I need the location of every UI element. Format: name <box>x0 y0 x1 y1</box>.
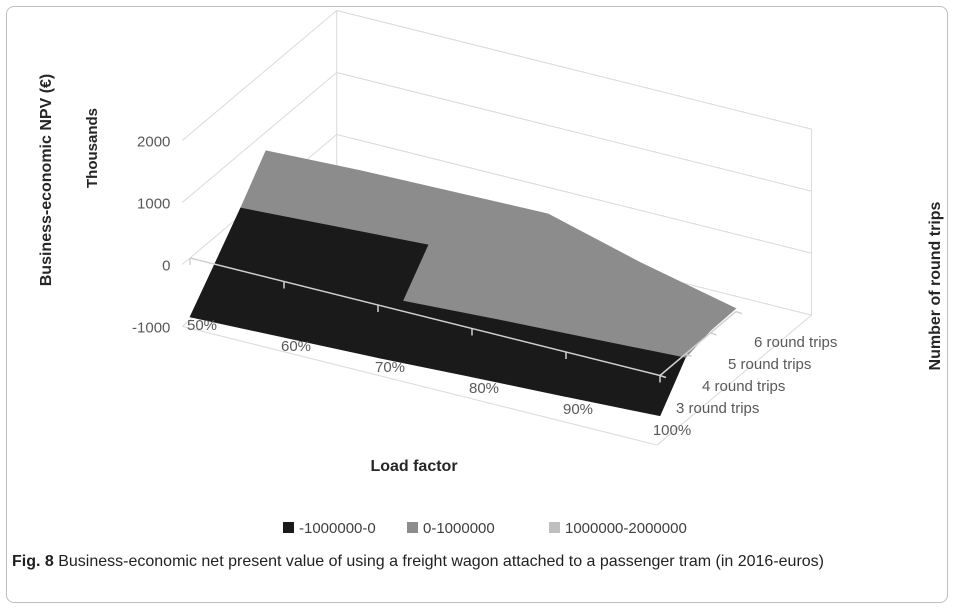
floor-right-edge <box>656 314 812 446</box>
chart-surface <box>189 150 737 417</box>
y-tick-label-2: 1000 <box>137 195 170 212</box>
z-tick-0 <box>659 374 667 379</box>
y-axis-title: Business-economic NPV (€) <box>38 74 55 287</box>
x-axis-title: Load factor <box>370 458 457 475</box>
x-axis-line <box>189 257 661 377</box>
x-tick-label-3: 80% <box>469 380 499 397</box>
floor-front-edge <box>182 325 658 446</box>
z-axis-line <box>659 311 737 377</box>
chart-legend: -1000000-0 0-1000000 1000000-2000000 <box>283 520 687 537</box>
x-tick-label-0: 50% <box>187 317 217 334</box>
x-tick-label-5: 100% <box>653 422 691 439</box>
chart-3d-surface: -1000 0 1000 2000 50% 60% 70% 80% 90% 100% 3 round… <box>38 9 944 537</box>
x-tick-label-1: 60% <box>281 338 311 355</box>
legend-swatch-0 <box>283 522 294 533</box>
legend-swatch-2 <box>549 522 560 533</box>
figure-number: Fig. 8 <box>12 553 54 570</box>
x-tick-label-2: 70% <box>375 359 405 376</box>
z-tick-1 <box>685 353 692 357</box>
z-tick-label-1: 4 round trips <box>702 378 785 395</box>
z-tick-3 <box>735 310 743 315</box>
chart-axes <box>189 257 743 383</box>
y-tick-label-1: 0 <box>162 257 170 274</box>
x-tick-label-4: 90% <box>563 401 593 418</box>
gridline-3 <box>182 9 812 141</box>
legend-label-1: 0-1000000 <box>423 520 495 537</box>
y-tick-label-3: 2000 <box>137 133 170 150</box>
z-axis-title: Number of round trips <box>927 201 944 370</box>
z-tick-label-0: 3 round trips <box>676 400 759 417</box>
legend-label-2: 1000000-2000000 <box>565 520 687 537</box>
chart-labels: -1000 0 1000 2000 50% 60% 70% 80% 90% 100% 3 round… <box>38 74 944 475</box>
z-tick-label-3: 6 round trips <box>754 334 837 351</box>
legend-swatch-1 <box>407 522 418 533</box>
surface-cell-x4-z0 <box>565 338 686 417</box>
y-tick-label-0: -1000 <box>132 319 170 336</box>
figure-caption-text: Business-economic net present value of u… <box>53 553 824 570</box>
z-tick-2 <box>710 332 717 336</box>
y-axis-units: Thousands <box>84 108 101 188</box>
z-tick-label-2: 5 round trips <box>728 356 811 373</box>
legend-label-0: -1000000-0 <box>299 520 376 537</box>
figure-caption: Fig. 8 Business-economic net present val… <box>12 551 912 573</box>
figure-frame <box>6 6 948 603</box>
